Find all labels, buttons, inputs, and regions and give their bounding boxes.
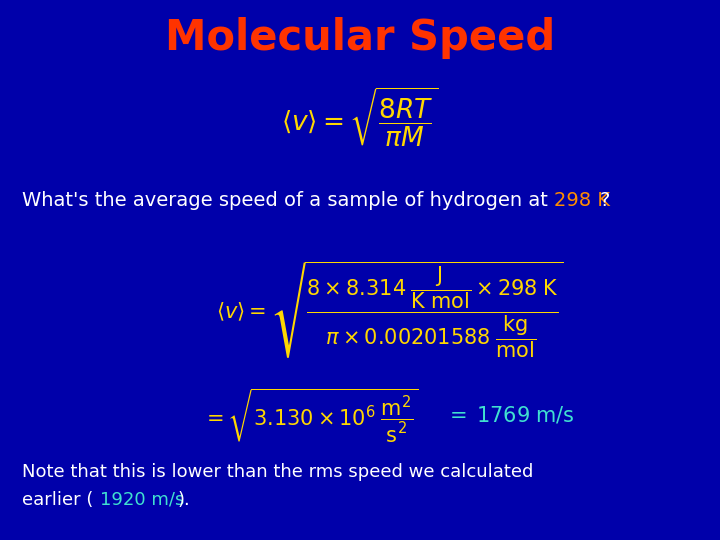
Text: What's the average speed of a sample of hydrogen at: What's the average speed of a sample of … bbox=[22, 191, 554, 210]
Text: Molecular Speed: Molecular Speed bbox=[165, 17, 555, 59]
Text: earlier (: earlier ( bbox=[22, 491, 94, 509]
Text: $\langle v \rangle = \sqrt{\dfrac{8RT}{\pi M}}$: $\langle v \rangle = \sqrt{\dfrac{8RT}{\… bbox=[282, 86, 438, 150]
Text: ?: ? bbox=[600, 191, 611, 210]
Text: 298 K: 298 K bbox=[554, 191, 610, 210]
Text: $\langle v \rangle = \sqrt{\dfrac{8 \times 8.314 \; \dfrac{\mathrm{J}}{\mathrm{K: $\langle v \rangle = \sqrt{\dfrac{8 \tim… bbox=[216, 260, 564, 360]
Text: $= \sqrt{3.130 \times 10^{6} \; \dfrac{\mathrm{m}^{2}}{\mathrm{s}^{2}}}$: $= \sqrt{3.130 \times 10^{6} \; \dfrac{\… bbox=[202, 386, 418, 444]
Text: 1920 m/s: 1920 m/s bbox=[100, 491, 184, 509]
Text: $= \; 1769 \; \mathrm{m/s}$: $= \; 1769 \; \mathrm{m/s}$ bbox=[446, 404, 575, 426]
Text: ).: ). bbox=[178, 491, 191, 509]
Text: Note that this is lower than the rms speed we calculated: Note that this is lower than the rms spe… bbox=[22, 463, 534, 481]
